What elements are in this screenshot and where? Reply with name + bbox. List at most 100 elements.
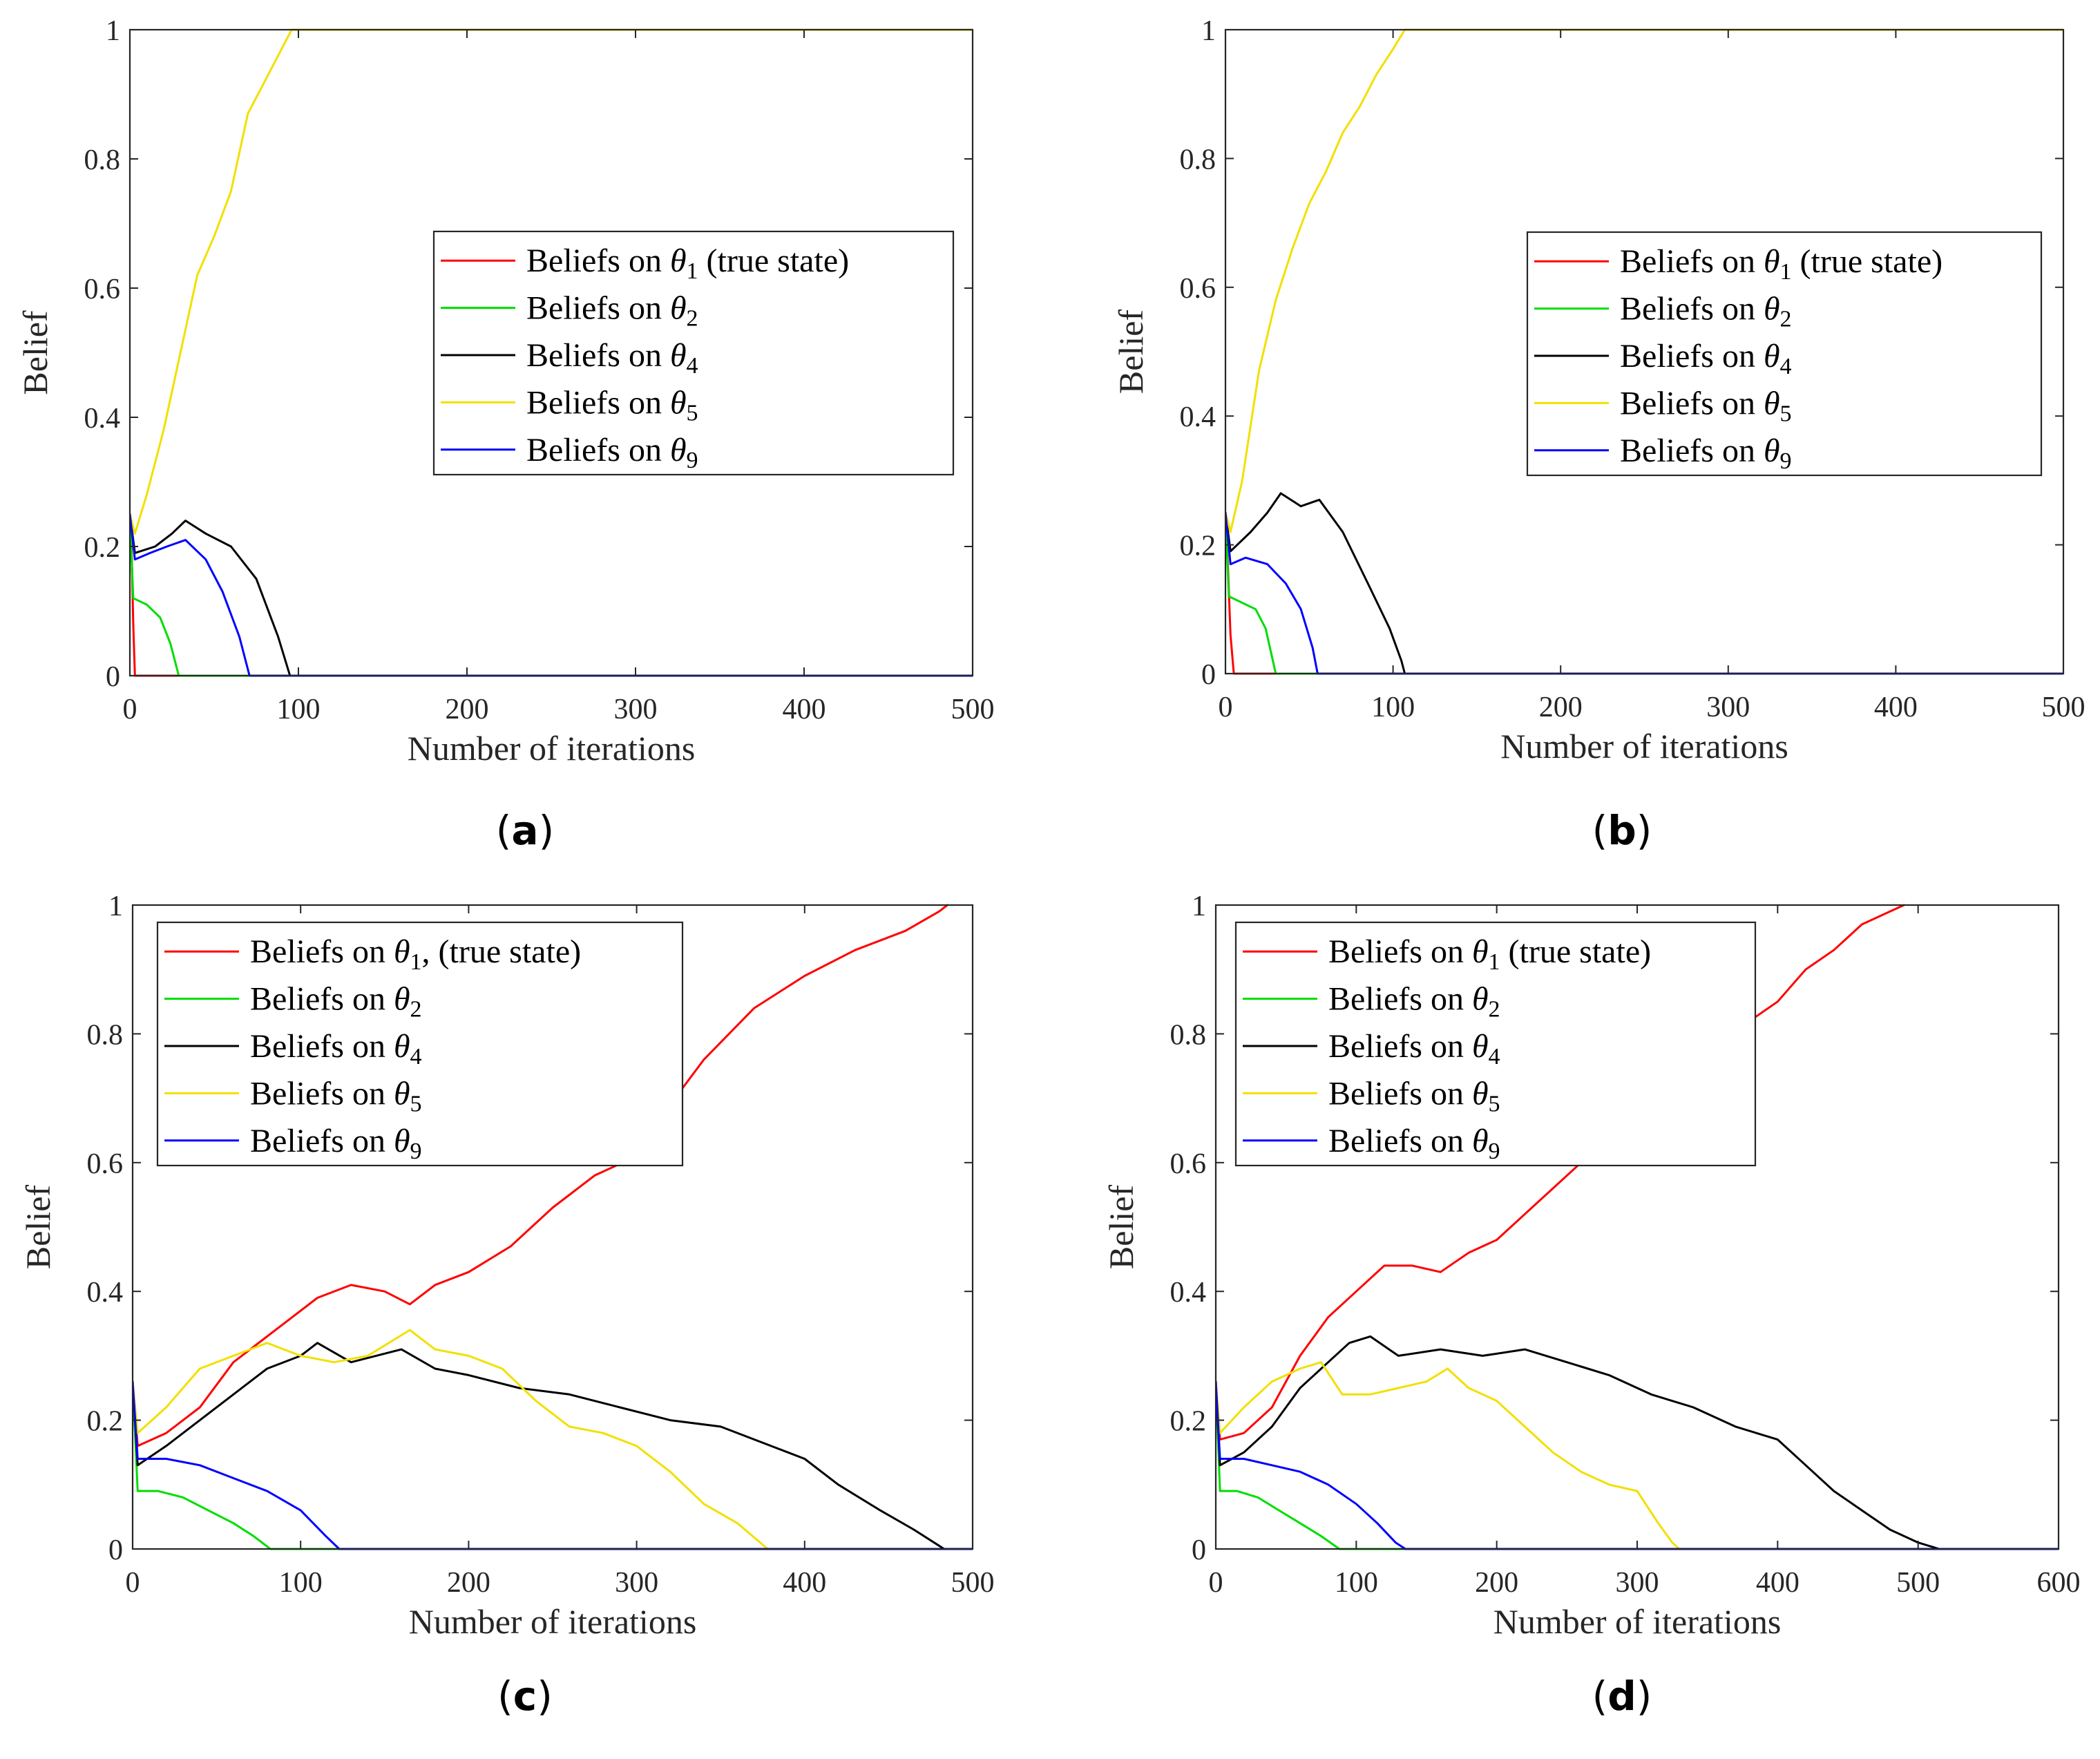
- series-group: [133, 904, 973, 1550]
- y-tick-label: 0.6: [1170, 1148, 1207, 1180]
- legend: Beliefs on θ1 (true state) Beliefs on θ2 B…: [1526, 231, 2043, 477]
- x-tick-label: 500: [951, 694, 995, 725]
- y-tick-label: 0.6: [84, 274, 121, 305]
- y-axis-title: Belief: [1111, 310, 1150, 394]
- legend-entry-theta1: Beliefs on θ1 (true state): [1620, 243, 1942, 285]
- x-tick-label: 500: [1896, 1567, 1940, 1599]
- legend-entry-theta2: Beliefs on θ2: [250, 981, 422, 1023]
- series-line-theta2: [133, 1380, 973, 1550]
- y-tick-label: 0.6: [1180, 273, 1216, 305]
- series-line-theta4: [1225, 492, 2063, 675]
- legend-box: [1526, 231, 2043, 477]
- y-tick-label: 0.8: [87, 1019, 124, 1051]
- legend-entry-theta4: Beliefs on θ4: [1620, 338, 1792, 379]
- legend-entry-theta5: Beliefs on θ5: [1328, 1075, 1500, 1116]
- x-tick-label: 0: [126, 1567, 140, 1599]
- y-tick-label: 0.8: [84, 144, 121, 176]
- series-line-theta9: [130, 513, 973, 677]
- x-tick-label: 600: [2037, 1567, 2081, 1599]
- y-tick-label: 1: [108, 891, 123, 922]
- y-tick-label: 0: [1201, 659, 1216, 691]
- axes-frame: [131, 904, 974, 1550]
- x-tick-label: 400: [783, 694, 826, 725]
- x-tick-label: 400: [783, 1567, 826, 1599]
- legend: Beliefs on θ1, (true state) Beliefs on θ2…: [156, 921, 684, 1167]
- x-tick-label: 200: [447, 1567, 490, 1599]
- y-tick-label: 1: [106, 15, 120, 47]
- y-tick-label: 1: [1192, 891, 1206, 922]
- series-line-theta2: [1216, 1380, 2059, 1550]
- y-tick-label: 0.2: [1180, 531, 1216, 562]
- x-tick-label: 500: [2042, 692, 2085, 723]
- legend-entry-theta5: Beliefs on θ5: [250, 1075, 422, 1116]
- x-axis-title: Number of iterations: [1493, 1602, 1782, 1641]
- series-line-theta5: [133, 1329, 973, 1550]
- legend-entry-theta5: Beliefs on θ5: [1620, 385, 1792, 426]
- x-tick-label: 300: [614, 694, 658, 725]
- y-tick-label: 0.4: [1170, 1277, 1207, 1309]
- x-tick-label: 400: [1874, 692, 1918, 723]
- series-line-theta5: [130, 28, 973, 535]
- legend-entry-theta2: Beliefs on θ2: [526, 290, 698, 332]
- legend-entry-theta1: Beliefs on θ1 (true state): [1328, 933, 1651, 975]
- x-tick-label: 200: [446, 694, 489, 725]
- y-tick-label: 0.2: [84, 532, 121, 564]
- series-line-theta1: [1216, 904, 1905, 1441]
- y-axis-title: Belief: [19, 1185, 57, 1270]
- series-line-theta4: [133, 1342, 973, 1550]
- x-tick-label: 100: [279, 1567, 323, 1599]
- y-tick-label: 0.4: [87, 1277, 124, 1309]
- x-axis-title: Number of iterations: [408, 729, 696, 768]
- legend-entry-theta1: Beliefs on θ1, (true state): [250, 933, 581, 975]
- legend-entry-theta2: Beliefs on θ2: [1328, 981, 1500, 1023]
- legend-box: [156, 921, 684, 1167]
- panel-caption: (b): [1592, 807, 1652, 854]
- y-tick-label: 0.6: [87, 1148, 124, 1180]
- y-tick-label: 0.2: [1170, 1406, 1207, 1438]
- y-tick-label: 1: [1201, 15, 1216, 47]
- x-tick-label: 300: [1706, 692, 1750, 723]
- panel-caption: (c): [497, 1673, 553, 1720]
- series-line-theta1: [133, 904, 948, 1447]
- series-line-theta4: [1216, 1335, 2059, 1550]
- x-tick-label: 0: [1209, 1567, 1223, 1599]
- series-group: [1216, 904, 2059, 1550]
- y-tick-label: 0.4: [84, 403, 121, 435]
- y-tick-label: 0.8: [1170, 1019, 1207, 1051]
- legend-entry-theta1: Beliefs on θ1 (true state): [526, 243, 849, 284]
- legend-entry-theta9: Beliefs on θ9: [1620, 432, 1792, 474]
- series-line-theta4: [130, 513, 973, 677]
- x-tick-label: 500: [951, 1567, 995, 1599]
- x-tick-label: 300: [1616, 1567, 1659, 1599]
- y-tick-label: 0.4: [1180, 401, 1216, 433]
- legend-entry-theta9: Beliefs on θ9: [250, 1123, 422, 1164]
- legend-entry-theta5: Beliefs on θ5: [526, 384, 698, 426]
- x-tick-label: 400: [1756, 1567, 1800, 1599]
- legend-entry-theta4: Beliefs on θ4: [250, 1028, 422, 1069]
- y-tick-label: 0: [106, 661, 120, 693]
- legend: Beliefs on θ1 (true state) Beliefs on θ2 B…: [432, 230, 955, 476]
- y-tick-label: 0: [1192, 1534, 1206, 1566]
- legend-entry-theta4: Beliefs on θ4: [1328, 1028, 1500, 1069]
- legend-box: [1234, 921, 1757, 1167]
- legend: Beliefs on θ1 (true state) Beliefs on θ2 B…: [1234, 921, 1757, 1167]
- panel-caption: (d): [1592, 1673, 1652, 1720]
- series-line-theta5: [1216, 1361, 2059, 1550]
- x-tick-label: 100: [277, 694, 321, 725]
- y-tick-label: 0.8: [1180, 144, 1216, 175]
- y-axis-title: Belief: [1102, 1185, 1140, 1270]
- x-axis-title: Number of iterations: [1500, 727, 1788, 766]
- x-axis-title: Number of iterations: [409, 1602, 697, 1641]
- legend-entry-theta4: Beliefs on θ4: [526, 337, 698, 379]
- x-tick-label: 100: [1371, 692, 1415, 723]
- axes-frame: [128, 28, 974, 677]
- series-line-theta9: [1225, 511, 2063, 675]
- legend-box: [432, 230, 955, 476]
- y-axis-title: Belief: [16, 310, 55, 395]
- axes-frame: [1224, 28, 2065, 675]
- legend-entry-theta2: Beliefs on θ2: [1620, 291, 1792, 332]
